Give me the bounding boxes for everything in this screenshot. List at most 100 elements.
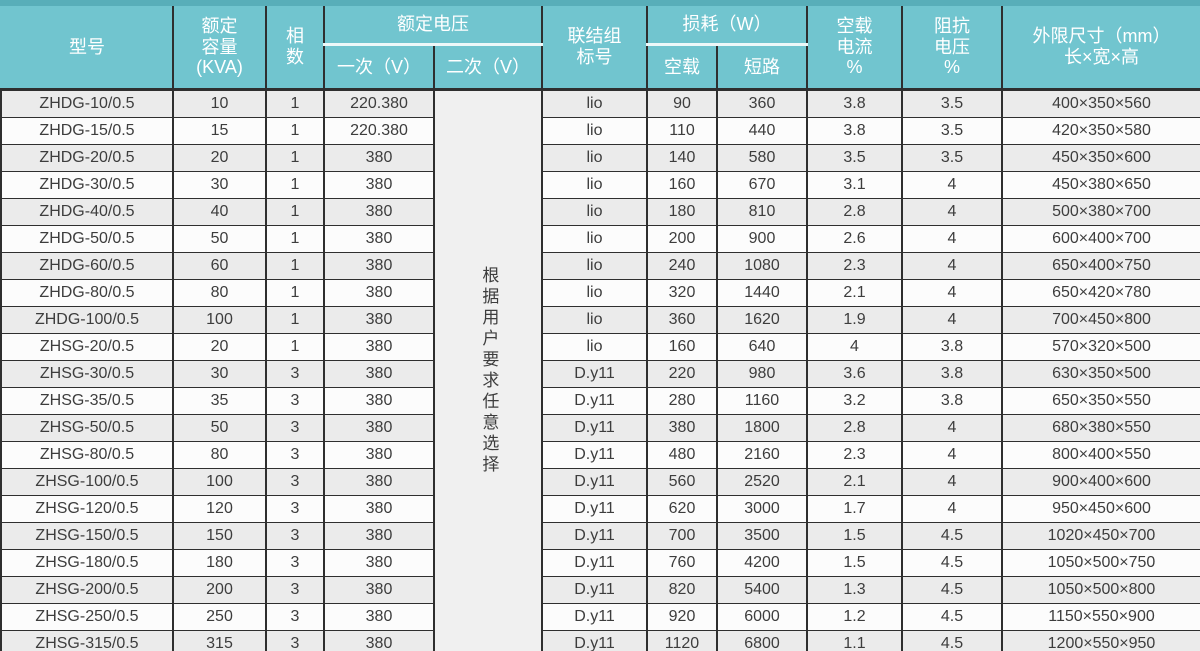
cell-primary-v: 380 (323, 306, 435, 334)
cell-no-load-loss: 380 (646, 414, 718, 442)
cell-primary-v: 380 (323, 333, 435, 361)
header-dimensions: 外限尺寸（mm） 长×宽×高 (1001, 3, 1200, 91)
cell-phases: 1 (265, 252, 325, 280)
cell-primary-v: 380 (323, 603, 435, 631)
cell-short-circuit-loss: 360 (716, 89, 808, 118)
cell-primary-v: 380 (323, 441, 435, 469)
cell-no-load-current-pct: 1.5 (806, 522, 903, 550)
header-primary-voltage: 一次（V） (323, 43, 435, 91)
cell-dimensions-mm: 900×400×600 (1001, 468, 1200, 496)
cell-capacity-kva: 80 (172, 279, 267, 307)
table-row: ZHSG-180/0.5 180 3 380 D.y11 760 4200 1.5 4.5 105… (0, 549, 1200, 577)
cell-capacity-kva: 150 (172, 522, 267, 550)
cell-capacity-kva: 30 (172, 171, 267, 199)
cell-no-load-current-pct: 1.5 (806, 549, 903, 577)
cell-no-load-current-pct: 1.9 (806, 306, 903, 334)
cell-primary-v: 380 (323, 225, 435, 253)
cell-dimensions-mm: 800×400×550 (1001, 441, 1200, 469)
cell-primary-v: 380 (323, 414, 435, 442)
cell-capacity-kva: 20 (172, 333, 267, 361)
cell-short-circuit-loss: 1440 (716, 279, 808, 307)
cell-connection-group: D.y11 (541, 549, 648, 577)
cell-phases: 3 (265, 522, 325, 550)
cell-connection-group: lio (541, 144, 648, 172)
cell-impedance-voltage-pct: 4 (901, 414, 1003, 442)
cell-model: ZHSG-35/0.5 (0, 387, 174, 415)
cell-no-load-loss: 560 (646, 468, 718, 496)
cell-phases: 3 (265, 630, 325, 651)
cell-connection-group: D.y11 (541, 468, 648, 496)
cell-dimensions-mm: 1200×550×950 (1001, 630, 1200, 651)
cell-no-load-current-pct: 2.8 (806, 198, 903, 226)
cell-capacity-kva: 315 (172, 630, 267, 651)
cell-phases: 1 (265, 279, 325, 307)
table-row: ZHDG-50/0.5 50 1 380 lio 200 900 2.6 4 600×400×70… (0, 225, 1200, 253)
cell-primary-v: 380 (323, 549, 435, 577)
cell-connection-group: D.y11 (541, 576, 648, 604)
table-row: ZHDG-30/0.5 30 1 380 lio 160 670 3.1 4 450×380×65… (0, 171, 1200, 199)
cell-dimensions-mm: 1020×450×700 (1001, 522, 1200, 550)
cell-primary-v: 380 (323, 252, 435, 280)
cell-phases: 1 (265, 171, 325, 199)
cell-dimensions-mm: 500×380×700 (1001, 198, 1200, 226)
cell-short-circuit-loss: 1160 (716, 387, 808, 415)
cell-capacity-kva: 80 (172, 441, 267, 469)
cell-model: ZHDG-15/0.5 (0, 117, 174, 145)
cell-model: ZHSG-150/0.5 (0, 522, 174, 550)
cell-no-load-loss: 240 (646, 252, 718, 280)
cell-dimensions-mm: 400×350×560 (1001, 89, 1200, 118)
cell-phases: 1 (265, 89, 325, 118)
cell-short-circuit-loss: 5400 (716, 576, 808, 604)
cell-model: ZHDG-50/0.5 (0, 225, 174, 253)
cell-impedance-voltage-pct: 4.5 (901, 630, 1003, 651)
header-impedance-voltage: 阻抗 电压 % (901, 3, 1003, 91)
cell-impedance-voltage-pct: 4 (901, 495, 1003, 523)
cell-primary-v: 380 (323, 630, 435, 651)
cell-connection-group: lio (541, 171, 648, 199)
cell-primary-v: 380 (323, 279, 435, 307)
cell-no-load-loss: 90 (646, 89, 718, 118)
table-row: ZHDG-60/0.5 60 1 380 lio 240 1080 2.3 4 650×400×7… (0, 252, 1200, 280)
cell-model: ZHDG-40/0.5 (0, 198, 174, 226)
cell-primary-v: 380 (323, 171, 435, 199)
cell-no-load-current-pct: 3.1 (806, 171, 903, 199)
header-loss-group: 损耗（W） (646, 3, 808, 46)
cell-phases: 1 (265, 333, 325, 361)
cell-capacity-kva: 10 (172, 89, 267, 118)
cell-no-load-current-pct: 4 (806, 333, 903, 361)
cell-no-load-current-pct: 2.3 (806, 252, 903, 280)
cell-model: ZHDG-10/0.5 (0, 89, 174, 118)
transformer-spec-table: 型号 额定 容量 (KVA) 相 数 额定电压 联结组 标号 损耗（W） 空载 … (0, 3, 1200, 651)
cell-model: ZHSG-50/0.5 (0, 414, 174, 442)
cell-no-load-current-pct: 3.5 (806, 144, 903, 172)
cell-no-load-loss: 200 (646, 225, 718, 253)
cell-impedance-voltage-pct: 3.5 (901, 89, 1003, 118)
cell-impedance-voltage-pct: 3.8 (901, 387, 1003, 415)
cell-short-circuit-loss: 1800 (716, 414, 808, 442)
cell-impedance-voltage-pct: 4 (901, 279, 1003, 307)
cell-no-load-loss: 820 (646, 576, 718, 604)
table-row: ZHDG-20/0.5 20 1 380 lio 140 580 3.5 3.5 450×350×… (0, 144, 1200, 172)
cell-no-load-loss: 760 (646, 549, 718, 577)
table-row: ZHSG-100/0.5 100 3 380 D.y11 560 2520 2.1 4 900×4… (0, 468, 1200, 496)
cell-phases: 1 (265, 117, 325, 145)
cell-impedance-voltage-pct: 4.5 (901, 576, 1003, 604)
cell-short-circuit-loss: 440 (716, 117, 808, 145)
cell-model: ZHSG-100/0.5 (0, 468, 174, 496)
cell-phases: 1 (265, 306, 325, 334)
cell-primary-v: 380 (323, 360, 435, 388)
cell-impedance-voltage-pct: 3.8 (901, 333, 1003, 361)
cell-impedance-voltage-pct: 4.5 (901, 549, 1003, 577)
cell-connection-group: D.y11 (541, 387, 648, 415)
cell-capacity-kva: 30 (172, 360, 267, 388)
cell-short-circuit-loss: 3500 (716, 522, 808, 550)
cell-no-load-loss: 140 (646, 144, 718, 172)
cell-short-circuit-loss: 6800 (716, 630, 808, 651)
cell-short-circuit-loss: 900 (716, 225, 808, 253)
cell-no-load-loss: 160 (646, 333, 718, 361)
cell-no-load-loss: 320 (646, 279, 718, 307)
cell-connection-group: D.y11 (541, 360, 648, 388)
cell-dimensions-mm: 630×350×500 (1001, 360, 1200, 388)
cell-capacity-kva: 250 (172, 603, 267, 631)
cell-model: ZHSG-20/0.5 (0, 333, 174, 361)
